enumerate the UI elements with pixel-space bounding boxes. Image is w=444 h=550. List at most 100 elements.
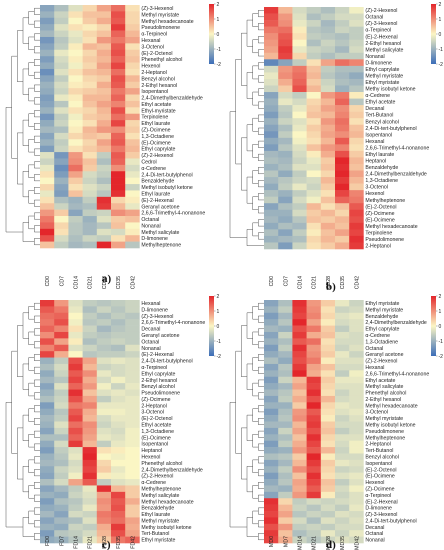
heatmap-cell bbox=[335, 183, 350, 191]
row-label: Hexanal bbox=[365, 139, 384, 145]
heatmap-cell bbox=[125, 43, 140, 51]
heatmap-cell bbox=[54, 120, 69, 127]
heatmap-cell bbox=[306, 13, 322, 21]
heatmap-cell bbox=[82, 241, 98, 249]
heatmap-cell bbox=[278, 408, 293, 416]
heatmap-cell bbox=[278, 344, 293, 352]
heatmap-cell bbox=[68, 132, 83, 140]
row-label: Octanal bbox=[365, 15, 383, 21]
heatmap-cell bbox=[292, 59, 307, 67]
heatmap-cell bbox=[278, 98, 293, 106]
heatmap-cell bbox=[306, 46, 322, 54]
dendrogram-branch bbox=[28, 62, 35, 76]
heatmap-cell bbox=[68, 164, 83, 172]
heatmap-cell bbox=[40, 415, 55, 422]
heatmap-cell bbox=[40, 447, 55, 454]
heatmap-cell bbox=[335, 517, 350, 525]
heatmap-panel-b: (Z)-2-HexenolOctanal(Z)-3-Hexenolα-Terpi… bbox=[229, 2, 443, 293]
row-label: α-Terpineol bbox=[141, 365, 167, 371]
row-label: (Z)-2-Hexenol bbox=[141, 474, 173, 480]
row-label: Ethyl laurate bbox=[365, 152, 394, 158]
dendrogram-branch bbox=[246, 19, 253, 47]
heatmap-cell bbox=[40, 184, 55, 191]
heatmap-cell bbox=[68, 145, 83, 153]
dendrogram-branch bbox=[258, 36, 264, 44]
row-label: 2,4-Dimethylbenzaldehyde bbox=[141, 467, 203, 473]
heatmap-cell bbox=[125, 498, 140, 505]
column-label: CD28 bbox=[102, 276, 108, 289]
dendrogram-branch bbox=[246, 466, 253, 493]
heatmap-cell bbox=[349, 331, 364, 339]
heatmap-cell bbox=[40, 43, 55, 51]
heatmap-cell bbox=[335, 402, 350, 410]
row-label: (Z)-3-Hexenol bbox=[365, 512, 397, 518]
heatmap-cell bbox=[278, 383, 293, 390]
heatmap-cell bbox=[306, 427, 322, 435]
heatmap-cell bbox=[349, 78, 364, 86]
heatmap-cell bbox=[125, 132, 140, 140]
heatmap-cell bbox=[125, 306, 140, 314]
dendrogram-branch bbox=[258, 23, 264, 31]
heatmap-cell bbox=[125, 216, 140, 223]
heatmap-cell bbox=[292, 300, 307, 307]
heatmap-cell bbox=[335, 319, 350, 326]
heatmap-cell bbox=[349, 7, 364, 14]
heatmap-cell bbox=[54, 5, 69, 12]
column-label: CD0 bbox=[269, 276, 275, 286]
heatmap-cell bbox=[335, 485, 350, 493]
heatmap-cell bbox=[278, 157, 293, 165]
heatmap-cell bbox=[111, 517, 126, 525]
row-label: 3-Octenol bbox=[141, 44, 164, 50]
heatmap-cell bbox=[306, 163, 322, 171]
heatmap-cell bbox=[264, 319, 279, 326]
heatmap-cell bbox=[320, 504, 336, 512]
heatmap-cell bbox=[278, 78, 293, 86]
heatmap-cell bbox=[278, 523, 293, 531]
heatmap-cell bbox=[54, 30, 69, 38]
heatmap-cell bbox=[320, 72, 336, 80]
row-label: Benzaldehyde bbox=[141, 506, 174, 512]
dendrogram-branch bbox=[252, 91, 259, 106]
heatmap-cell bbox=[82, 536, 98, 544]
heatmap-cell bbox=[320, 319, 336, 326]
heatmap-cell bbox=[96, 427, 112, 435]
column-label: CD7 bbox=[59, 276, 65, 286]
heatmap-cell bbox=[306, 504, 322, 512]
heatmap-cell bbox=[125, 402, 140, 410]
heatmap-cell bbox=[320, 389, 336, 397]
colorbar-tick-label: 0 bbox=[217, 32, 220, 38]
heatmap-cell bbox=[68, 312, 83, 320]
row-label: (Z)-Ocimene bbox=[365, 211, 394, 217]
heatmap-cell bbox=[292, 72, 307, 80]
heatmap-cell bbox=[54, 107, 69, 115]
row-label: Ethyl laurate bbox=[141, 512, 170, 518]
heatmap-cell bbox=[68, 491, 83, 499]
dendrogram-branch bbox=[22, 363, 29, 390]
heatmap-cell bbox=[349, 447, 364, 454]
heatmap-cell bbox=[96, 62, 112, 70]
heatmap-cell bbox=[40, 485, 55, 493]
heatmap-cell bbox=[82, 107, 98, 115]
heatmap-cell bbox=[292, 504, 307, 512]
heatmap-cell bbox=[68, 190, 83, 198]
heatmap-cell bbox=[40, 132, 55, 140]
heatmap-cell bbox=[264, 498, 279, 505]
heatmap-cell bbox=[278, 33, 293, 40]
row-label: Methylheptenone bbox=[365, 198, 405, 204]
row-label: Methy isobutyl ketone bbox=[365, 423, 415, 429]
heatmap-cell bbox=[292, 92, 307, 99]
heatmap-cell bbox=[335, 150, 350, 158]
heatmap-cell bbox=[96, 536, 112, 544]
heatmap-cell bbox=[335, 383, 350, 390]
row-label: Tert-Butanol bbox=[365, 113, 393, 119]
heatmap-cell bbox=[292, 222, 307, 230]
heatmap-cell bbox=[96, 100, 112, 108]
dendrogram-branch bbox=[28, 382, 35, 397]
heatmap-cell bbox=[292, 196, 307, 204]
heatmap-cell bbox=[82, 75, 98, 83]
heatmap-cell bbox=[54, 222, 69, 230]
heatmap-cell bbox=[292, 85, 307, 93]
heatmap-cell bbox=[125, 331, 140, 339]
dendrogram-branch bbox=[252, 408, 259, 422]
heatmap-cell bbox=[82, 203, 98, 210]
